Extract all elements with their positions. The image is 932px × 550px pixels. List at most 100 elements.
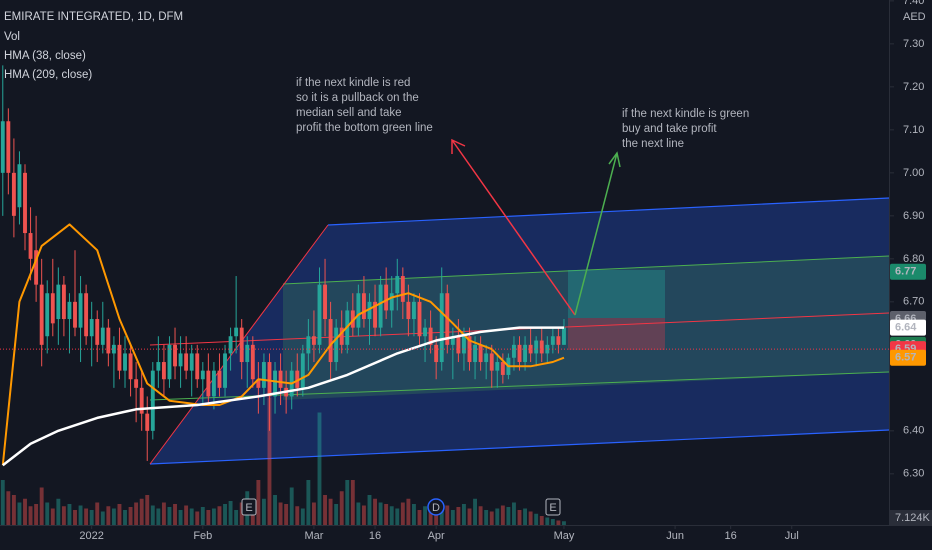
volume-bar xyxy=(28,506,33,525)
volume-bar xyxy=(423,506,427,525)
candle-body xyxy=(211,370,216,397)
volume-bar xyxy=(17,502,22,525)
volume-bar xyxy=(400,502,405,525)
event-label: E xyxy=(245,502,252,514)
x-tick-label: Jul xyxy=(785,530,799,542)
volume-bar xyxy=(534,513,539,525)
y-tick-label: 6.80 xyxy=(903,253,924,265)
volume-bar xyxy=(311,502,316,525)
volume-bar xyxy=(506,507,511,525)
red-arrow-head xyxy=(451,138,466,154)
y-tick-label: 7.00 xyxy=(903,167,924,179)
candle-body xyxy=(361,293,366,320)
candle-body xyxy=(295,370,300,388)
legend-item: HMA (209, close) xyxy=(4,69,92,81)
candle-body xyxy=(423,327,427,337)
upper-line xyxy=(327,197,890,226)
volume-bar xyxy=(517,510,522,525)
volume-bar xyxy=(378,502,383,525)
lower-line xyxy=(149,429,890,465)
volume-bar xyxy=(539,516,544,525)
volume-bar xyxy=(89,510,94,525)
candle-body xyxy=(523,344,528,363)
candle-body xyxy=(300,353,305,388)
volume-bar xyxy=(6,491,11,525)
volume-bar xyxy=(67,504,72,525)
candle-body xyxy=(200,370,205,380)
candle-body xyxy=(28,233,33,259)
volume-bar xyxy=(150,505,155,525)
candle-body xyxy=(106,327,111,354)
candle-body xyxy=(195,353,200,380)
candle-body xyxy=(417,301,422,337)
annotation-text: profit the bottom green line xyxy=(296,122,433,134)
legend: EMIRATE INTEGRATED, 1D, DFM Vol HMA (38,… xyxy=(4,11,183,81)
volume-bar xyxy=(406,498,411,525)
legend-item: HMA (38, close) xyxy=(4,50,86,62)
annotation-text: the next line xyxy=(622,138,684,150)
x-tick-label: Apr xyxy=(428,530,445,542)
volume-bar xyxy=(395,508,400,525)
event-badge xyxy=(545,498,561,516)
x-tick-label: May xyxy=(554,530,575,542)
price-label-box xyxy=(890,263,926,280)
profit-zone xyxy=(568,270,665,318)
price-label: 6.64 xyxy=(895,322,917,334)
volume-bar xyxy=(56,498,61,525)
volume-bar xyxy=(556,520,561,525)
volume-bar xyxy=(173,504,177,525)
candle-body xyxy=(556,336,561,345)
volume-bar xyxy=(484,510,489,525)
price-label-box xyxy=(890,349,926,366)
volume-bar xyxy=(384,504,389,525)
volume-bar xyxy=(411,504,416,525)
volume-bar xyxy=(317,412,322,525)
volume-bar xyxy=(250,508,255,525)
volume-bar xyxy=(300,508,305,525)
y-tick-label: 7.30 xyxy=(903,38,924,50)
candle-body xyxy=(462,336,466,354)
volume-bar xyxy=(106,506,111,525)
volume-bar xyxy=(78,505,83,525)
volume-bar xyxy=(50,508,55,525)
candle-body xyxy=(339,327,344,345)
loss-zone xyxy=(568,318,665,350)
volume-bar xyxy=(361,505,366,525)
volume-bar xyxy=(11,495,16,525)
y-tick-label: 7.10 xyxy=(903,124,924,136)
candle-body xyxy=(350,310,355,328)
candle-body xyxy=(250,344,255,380)
candle-body xyxy=(311,336,316,345)
volume-bar xyxy=(373,498,377,525)
symbol-title: EMIRATE INTEGRATED, 1D, DFM xyxy=(4,11,183,23)
volume-bar xyxy=(45,502,50,525)
candle-body xyxy=(278,370,283,388)
candle-body xyxy=(84,293,89,337)
candle-body xyxy=(17,164,22,208)
volume-bar xyxy=(111,508,116,525)
y-tick-label: 6.40 xyxy=(903,425,924,437)
candle-body xyxy=(206,370,211,397)
candle-body xyxy=(234,327,239,337)
candle-body xyxy=(328,319,333,363)
volume-bar xyxy=(84,508,89,525)
volume-bar xyxy=(289,487,294,525)
candle-body xyxy=(495,362,500,371)
volume-bar xyxy=(462,504,466,525)
volume-bar xyxy=(284,504,289,525)
volume-bar xyxy=(73,510,77,525)
volume-bar xyxy=(117,504,122,525)
volume-bar xyxy=(189,508,194,525)
candle-body xyxy=(11,172,16,216)
candle-body xyxy=(95,319,100,345)
candle-body xyxy=(50,293,55,324)
volume-bar xyxy=(139,498,144,525)
volume-bar xyxy=(428,511,433,525)
candle-body xyxy=(489,353,494,371)
candle-body xyxy=(562,327,566,345)
candles-layer xyxy=(0,65,566,461)
candle-body xyxy=(400,276,405,302)
red-arrow xyxy=(451,139,576,316)
arrows xyxy=(451,138,621,316)
candle-body xyxy=(239,327,244,363)
